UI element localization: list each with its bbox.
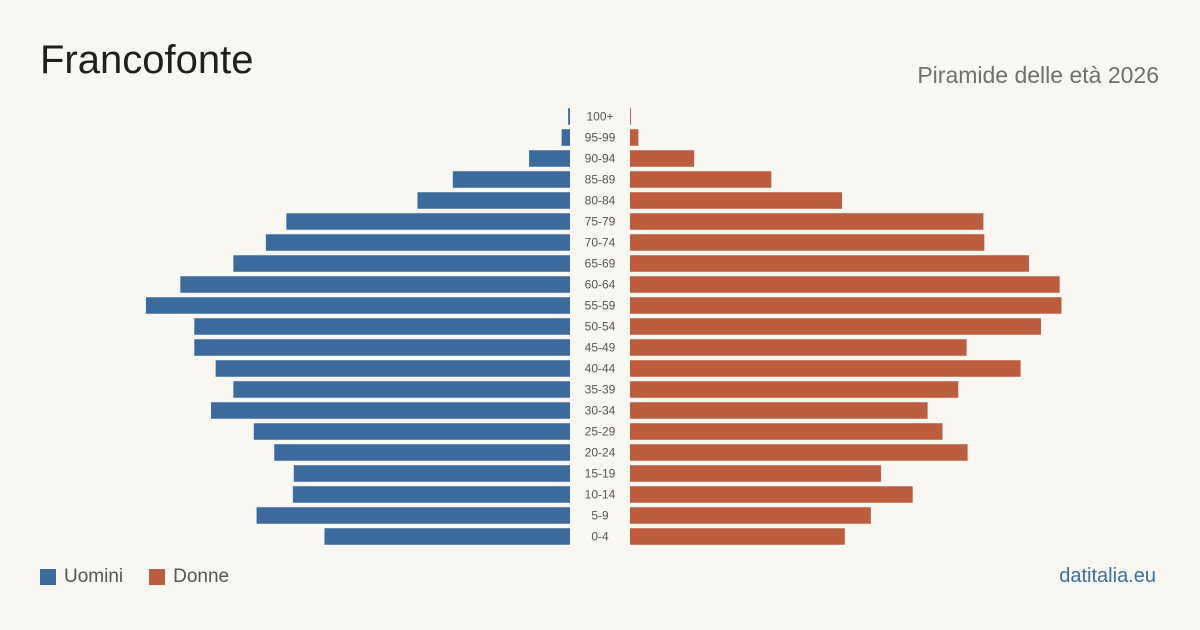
bar-men-95-99 bbox=[561, 129, 570, 146]
bar-men-70-74 bbox=[265, 234, 570, 251]
bar-women-75-79 bbox=[630, 213, 984, 230]
bar-women-100plus bbox=[630, 108, 631, 125]
bar-women-50-54 bbox=[630, 318, 1042, 335]
age-label-70-74: 70-74 bbox=[585, 236, 616, 250]
bar-men-45-49 bbox=[194, 339, 570, 356]
bar-men-10-14 bbox=[292, 486, 570, 503]
age-label-65-69: 65-69 bbox=[585, 257, 616, 271]
bar-men-55-59 bbox=[145, 297, 571, 314]
age-label-60-64: 60-64 bbox=[585, 278, 616, 292]
legend-swatch-men bbox=[40, 569, 56, 585]
bar-men-60-64 bbox=[180, 276, 570, 293]
brand-link[interactable]: datitalia.eu bbox=[1059, 565, 1156, 587]
age-label-40-44: 40-44 bbox=[585, 362, 616, 376]
bar-women-70-74 bbox=[630, 234, 985, 251]
bar-women-95-99 bbox=[630, 129, 639, 146]
age-label-75-79: 75-79 bbox=[585, 215, 616, 229]
bar-men-35-39 bbox=[233, 381, 570, 398]
bar-men-75-79 bbox=[286, 213, 570, 230]
age-label-85-89: 85-89 bbox=[585, 173, 616, 187]
age-label-45-49: 45-49 bbox=[585, 341, 616, 355]
age-label-5-9: 5-9 bbox=[591, 509, 609, 523]
age-label-0-4: 0-4 bbox=[591, 530, 609, 544]
bar-men-15-19 bbox=[293, 465, 570, 482]
bar-women-25-29 bbox=[630, 423, 943, 440]
bar-men-25-29 bbox=[253, 423, 571, 440]
age-label-50-54: 50-54 bbox=[585, 320, 616, 334]
age-label-15-19: 15-19 bbox=[585, 467, 616, 481]
bar-men-90-94 bbox=[529, 150, 570, 167]
bar-men-65-69 bbox=[233, 255, 570, 272]
age-label-80-84: 80-84 bbox=[585, 194, 616, 208]
age-label-10-14: 10-14 bbox=[585, 488, 616, 502]
chart-subtitle: Piramide delle età 2026 bbox=[917, 62, 1159, 88]
bar-men-85-89 bbox=[452, 171, 570, 188]
legend-item-men: Uomini bbox=[40, 566, 123, 588]
bar-women-10-14 bbox=[630, 486, 913, 503]
bar-women-65-69 bbox=[630, 255, 1029, 272]
bar-men-50-54 bbox=[194, 318, 570, 335]
bar-women-45-49 bbox=[630, 339, 967, 356]
legend-label-men: Uomini bbox=[64, 566, 124, 587]
age-label-20-24: 20-24 bbox=[585, 446, 616, 460]
legend-swatch-women bbox=[149, 569, 166, 585]
legend-item-women: Donne bbox=[149, 566, 229, 588]
legend: Uomini Donne bbox=[40, 566, 255, 588]
bar-men-20-24 bbox=[274, 444, 570, 461]
bar-women-90-94 bbox=[630, 150, 695, 167]
bar-women-20-24 bbox=[630, 444, 968, 461]
age-label-35-39: 35-39 bbox=[585, 383, 616, 397]
age-label-90-94: 90-94 bbox=[585, 152, 616, 166]
bar-women-80-84 bbox=[630, 192, 843, 209]
bar-women-40-44 bbox=[630, 360, 1021, 377]
age-label-95-99: 95-99 bbox=[585, 131, 616, 145]
bar-women-5-9 bbox=[630, 507, 871, 524]
bar-women-55-59 bbox=[630, 297, 1062, 314]
legend-label-women: Donne bbox=[173, 566, 230, 587]
age-label-100plus: 100+ bbox=[586, 110, 613, 124]
bar-women-60-64 bbox=[630, 276, 1060, 293]
bar-men-0-4 bbox=[324, 528, 570, 545]
bar-women-0-4 bbox=[630, 528, 845, 545]
bar-men-30-34 bbox=[211, 402, 570, 419]
age-label-25-29: 25-29 bbox=[585, 425, 616, 439]
bar-men-100plus bbox=[568, 108, 570, 125]
age-label-55-59: 55-59 bbox=[585, 299, 616, 313]
bar-men-80-84 bbox=[417, 192, 570, 209]
age-label-30-34: 30-34 bbox=[585, 404, 616, 418]
bar-women-15-19 bbox=[630, 465, 882, 482]
bar-women-30-34 bbox=[630, 402, 928, 419]
bar-women-85-89 bbox=[630, 171, 772, 188]
chart-title: Francofonte bbox=[40, 38, 254, 82]
bar-men-40-44 bbox=[215, 360, 571, 377]
bar-women-35-39 bbox=[630, 381, 959, 398]
bar-men-5-9 bbox=[256, 507, 570, 524]
